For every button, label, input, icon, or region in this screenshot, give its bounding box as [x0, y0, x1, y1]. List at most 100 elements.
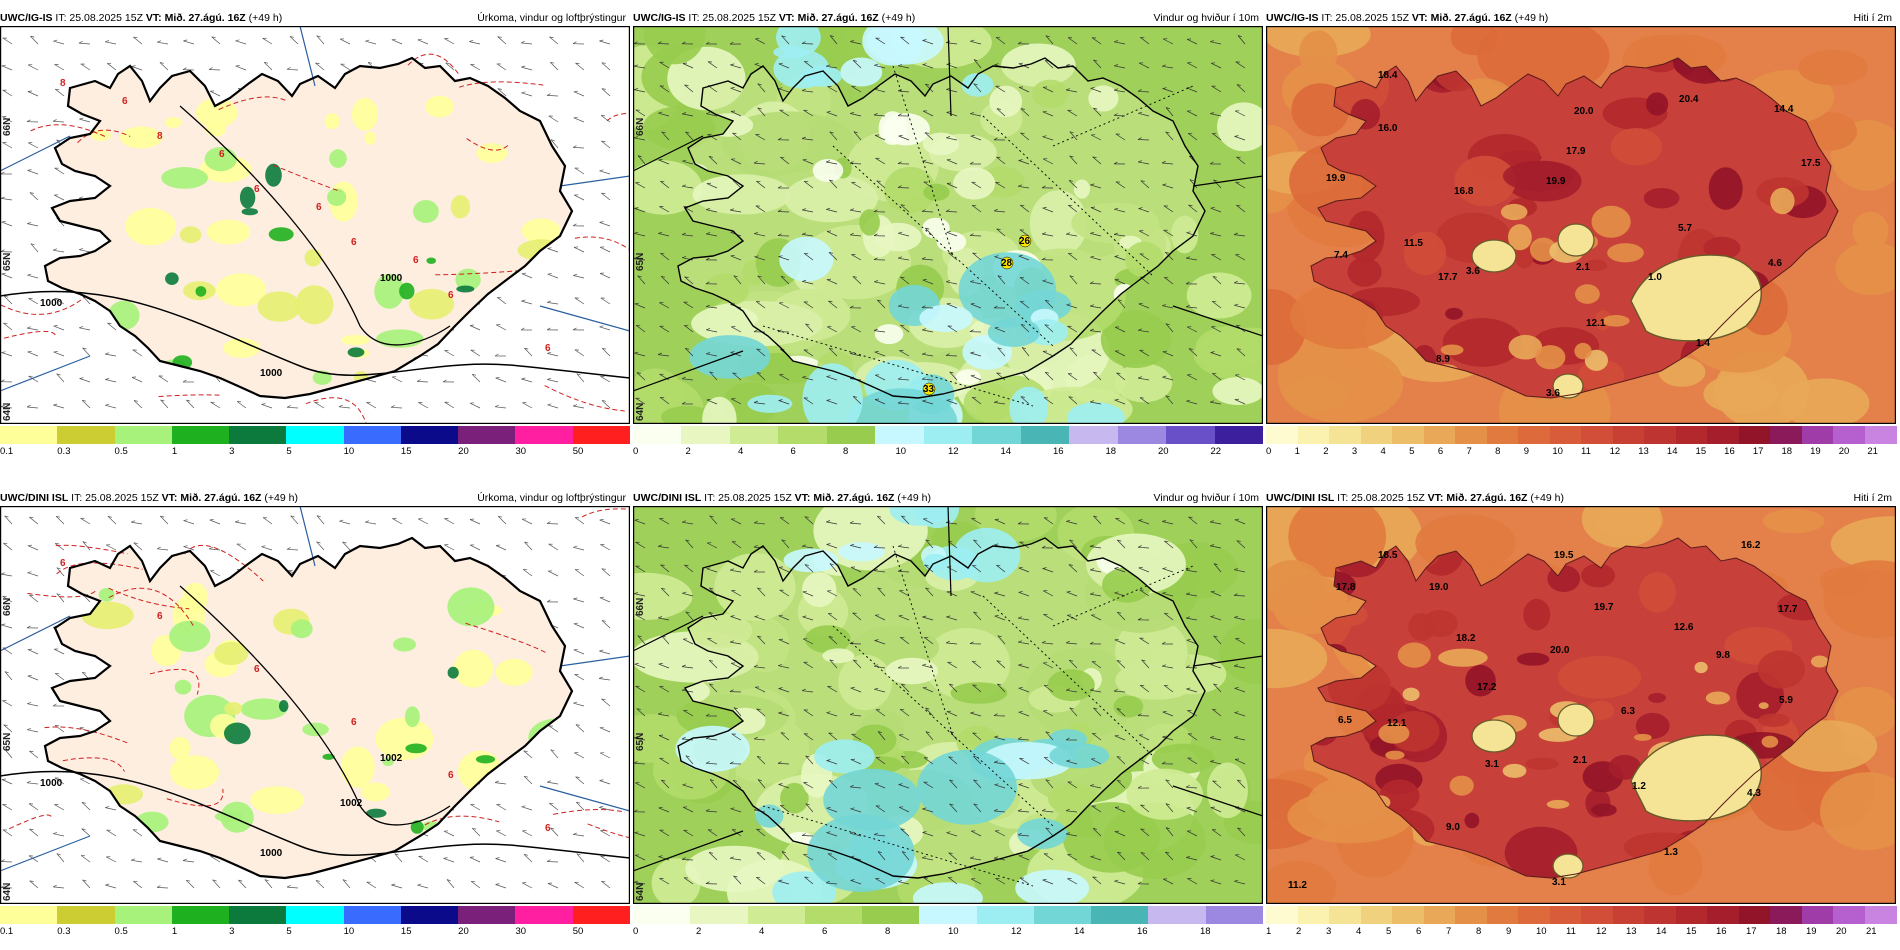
colorbar: 0 2 4 6 8 10 12 14 16 18 20 22 [633, 426, 1264, 460]
map-panel-wind: UWC/DINI ISL IT: 25.08.2025 15Z VT: Mið.… [633, 490, 1264, 950]
colorbar-swatch [1581, 426, 1613, 444]
colorbar-swatch [458, 426, 516, 444]
colorbar-tick: 20 [458, 926, 469, 937]
init-time: IT: 25.08.2025 15Z [1321, 12, 1409, 24]
temperature-label: 5.9 [1779, 695, 1793, 706]
temperature-label: 4.3 [1747, 788, 1761, 799]
colorbar-swatch [171, 426, 230, 444]
colorbar-tick: 20 [1158, 446, 1169, 457]
colorbar-tick: 20 [1838, 446, 1850, 457]
temperature-label: 19.0 [1429, 582, 1449, 593]
colorbar-tick: 8 [1476, 926, 1482, 937]
colorbar-tick: 5 [286, 446, 292, 457]
colorbar-swatch [633, 426, 682, 444]
colorbar-swatch [572, 906, 631, 924]
colorbar-tick: 5 [286, 926, 292, 937]
model-name: UWC/IG-IS [633, 12, 686, 24]
panel-header: UWC/IG-IS IT: 25.08.2025 15Z VT: Mið. 27… [0, 10, 630, 26]
temperature-label: 14.4 [1774, 104, 1794, 115]
colorbar: 0.1 0.3 0.5 1 3 5 10 15 20 30 50 [0, 426, 631, 460]
temperature-label: 16.8 [1454, 186, 1474, 197]
map-precip[interactable]: 8 8 6 6 6 6 6 6 6 6 1000 1000 1000 66N 65N 64N [0, 26, 630, 424]
colorbar-swatch [1864, 426, 1897, 444]
colorbar-swatch [1801, 906, 1834, 924]
isobar-label: 1000 [40, 778, 63, 789]
colorbar-tick: 30 [515, 446, 527, 457]
colorbar-tick: 4 [759, 926, 765, 937]
map-panel-temp: UWC/DINI ISL IT: 25.08.2025 15Z VT: Mið.… [1266, 490, 1897, 950]
colorbar-swatch [1266, 906, 1298, 924]
temperature-label: 12.1 [1387, 718, 1407, 729]
colorbar-tick: 3 [229, 926, 235, 937]
colorbar-swatch [862, 906, 920, 924]
colorbar-tick: 11 [1566, 926, 1576, 937]
colorbar-tick: 0.1 [0, 446, 14, 457]
lead-time: (+49 h) [248, 12, 283, 24]
colorbar-swatch [1644, 426, 1676, 444]
latitude-label: 66N [2, 598, 13, 616]
colorbar-swatch [1518, 426, 1550, 444]
gust-marker [922, 382, 936, 396]
colorbar-tick: 3 [1351, 446, 1358, 457]
colorbar-swatch [1833, 906, 1865, 924]
latitude-label: 64N [2, 403, 13, 421]
colorbar-tick: 21 [1866, 926, 1877, 937]
temperature-label: 17.9 [1566, 146, 1586, 157]
colorbar-tick: 0.5 [114, 446, 128, 457]
temp-contour-label: 6 [448, 290, 454, 301]
colorbar-tick: 15 [400, 446, 412, 457]
colorbar-swatch [171, 906, 230, 924]
temperature-label: 20.0 [1574, 106, 1594, 117]
colorbar-swatch [1612, 426, 1645, 444]
colorbar-swatch [343, 426, 402, 444]
colorbar-tick: 12 [1596, 926, 1607, 937]
map-precip[interactable]: 6 6 6 6 6 6 1000 1000 1002 1002 66N 65N 64N [0, 506, 630, 904]
colorbar-swatch [1644, 906, 1676, 924]
panel-header: UWC/DINI ISL IT: 25.08.2025 15Z VT: Mið.… [1266, 490, 1896, 506]
colorbar-swatch [681, 426, 731, 444]
colorbar-tick: 5 [1386, 926, 1392, 937]
model-name: UWC/DINI ISL [633, 492, 702, 504]
map-wind[interactable]: 26 28 33 66N 65N 64N [633, 26, 1263, 424]
isobar-label: 1000 [40, 298, 63, 309]
colorbar-tick: 13 [1638, 446, 1649, 457]
colorbar-tick: 1 [1294, 446, 1300, 457]
colorbar-tick: 0.1 [0, 926, 14, 937]
colorbar-tick: 8 [1495, 446, 1501, 457]
model-name: UWC/IG-IS [1266, 12, 1319, 24]
colorbar-tick: 1 [1266, 926, 1272, 937]
colorbar-tick: 2 [685, 446, 691, 457]
temperature-label: 17.8 [1336, 582, 1356, 593]
colorbar: 0 2 4 6 8 10 12 14 16 18 [633, 906, 1264, 940]
temperature-label: 20.4 [1679, 94, 1699, 105]
temperature-label: 5.7 [1678, 223, 1692, 234]
map-wind[interactable]: 66N 65N 64N [633, 506, 1263, 904]
gust-marker [1018, 234, 1032, 248]
map-temp[interactable]: 18.4 16.0 19.9 20.0 20.4 14.4 17.9 17.5 19.9 16.8… [1266, 26, 1896, 424]
colorbar-swatch [1455, 426, 1487, 444]
panel-title: Úrkoma, vindur og loftþrýstingur [477, 492, 626, 504]
lead-time: (+49 h) [264, 492, 298, 504]
colorbar-tick: 4 [1380, 446, 1386, 457]
temperature-label: 17.7 [1438, 272, 1458, 283]
colorbar-tick: 0 [633, 446, 639, 457]
colorbar-swatch [690, 906, 749, 924]
colorbar-swatch [1148, 906, 1207, 924]
colorbar-tick: 3 [1326, 926, 1332, 937]
colorbar-swatch [1707, 426, 1739, 444]
valid-time: Mið. 27.ágú. 16Z [813, 492, 895, 504]
colorbar-swatch [1675, 906, 1708, 924]
colorbar-swatch [1770, 906, 1802, 924]
colorbar-swatch [1297, 906, 1330, 924]
colorbar-swatch [1549, 906, 1582, 924]
temperature-label: 9.8 [1716, 650, 1730, 661]
latitude-label: 64N [2, 883, 13, 901]
temp-contour-label: 6 [254, 184, 260, 195]
panel-title: Vindur og hviður í 10m [1153, 492, 1259, 504]
colorbar-swatch [875, 426, 925, 444]
colorbar-tick: 10 [1536, 926, 1547, 937]
colorbar-swatch [1297, 426, 1330, 444]
temperature-label: 19.9 [1326, 173, 1346, 184]
temperature-label: 18.5 [1378, 550, 1398, 561]
map-temp[interactable]: 18.5 19.5 16.2 17.8 19.0 19.7 12.6 17.7 18.2 20.0… [1266, 506, 1896, 904]
